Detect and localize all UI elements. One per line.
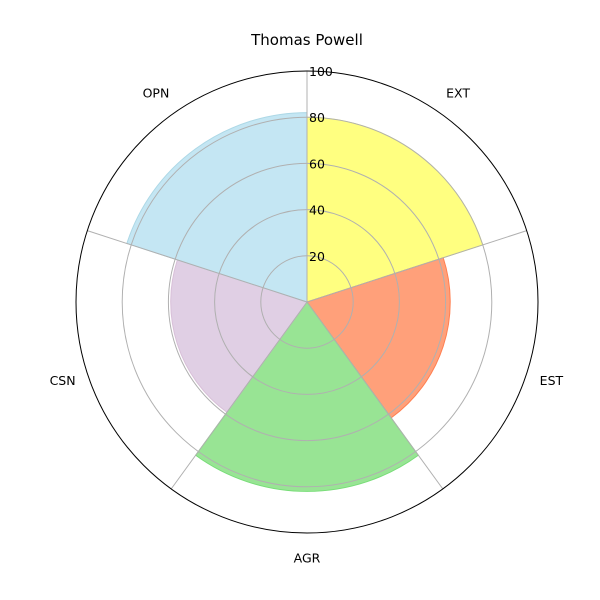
r-tick-label-80: 80 xyxy=(309,110,325,125)
grid-spoke-1 xyxy=(306,230,527,303)
r-tick-label-20: 20 xyxy=(309,249,325,264)
grid-spoke-3 xyxy=(170,301,308,490)
category-label-ext: EXT xyxy=(446,86,470,101)
bar-opn xyxy=(126,112,308,303)
r-tick-label-60: 60 xyxy=(309,156,325,171)
grid-spoke-2 xyxy=(306,301,444,490)
category-label-csn: CSN xyxy=(50,373,76,388)
bar-est xyxy=(306,257,451,419)
radial-tick-layer: 20 40 60 80 100 xyxy=(309,64,333,264)
category-label-layer: EXT EST AGR CSN OPN xyxy=(50,86,564,566)
category-label-est: EST xyxy=(540,373,564,388)
bar-csn xyxy=(170,259,308,413)
category-label-agr: AGR xyxy=(294,551,321,566)
grid-spoke-4 xyxy=(87,230,308,303)
chart-title: Thomas Powell xyxy=(250,31,363,49)
category-label-opn: OPN xyxy=(143,86,170,101)
outer-frame-layer xyxy=(75,70,539,534)
bar-agr xyxy=(194,301,420,492)
r-tick-label-40: 40 xyxy=(309,203,325,218)
r-tick-label-100: 100 xyxy=(309,64,333,79)
outer-frame xyxy=(75,70,539,534)
grid-layer xyxy=(87,71,527,490)
bars-layer xyxy=(126,112,484,492)
